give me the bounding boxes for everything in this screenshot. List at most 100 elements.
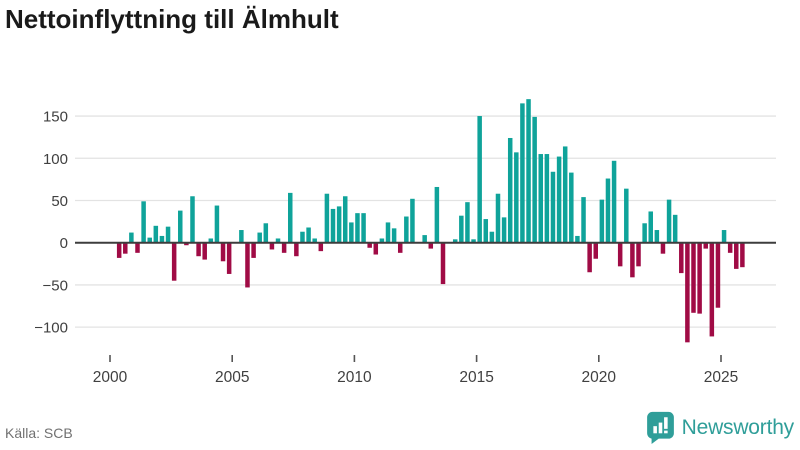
bar-negative — [294, 242, 299, 257]
bar-negative — [251, 242, 256, 258]
bar-positive — [672, 214, 678, 243]
bar-positive — [129, 232, 134, 243]
bar-positive — [556, 156, 562, 243]
y-axis-label: 150 — [43, 109, 68, 126]
bar-positive — [263, 223, 269, 243]
bar-negative — [727, 242, 733, 253]
bar-positive — [526, 99, 531, 243]
bar-negative — [318, 242, 324, 252]
bar-positive — [452, 239, 458, 243]
bar-negative — [123, 242, 128, 254]
bar-positive — [434, 186, 440, 243]
bar-positive — [422, 235, 427, 243]
bar-positive — [569, 172, 574, 243]
bar-negative — [171, 242, 177, 281]
bar-positive — [300, 231, 305, 243]
bar-negative — [593, 242, 598, 259]
bar-positive — [336, 206, 342, 243]
bar-positive — [654, 230, 660, 243]
x-axis-label: 2005 — [215, 369, 249, 386]
bar-positive — [342, 196, 348, 243]
bar-positive — [190, 196, 195, 243]
bar-positive — [410, 198, 415, 243]
bar-positive — [465, 202, 470, 243]
bar-negative — [245, 242, 250, 288]
x-axis-label: 2010 — [337, 369, 372, 386]
bar-positive — [520, 103, 525, 243]
bar-positive — [477, 116, 482, 243]
bar-positive — [507, 137, 513, 243]
bar-positive — [544, 154, 550, 243]
bar-positive — [379, 238, 385, 243]
y-axis-label: 0 — [60, 235, 68, 252]
bar-negative — [709, 242, 715, 337]
bar-positive — [214, 205, 220, 243]
bar-negative — [373, 242, 379, 255]
bar-positive — [355, 213, 360, 243]
bar-negative — [196, 242, 201, 257]
bar-positive — [404, 216, 409, 243]
bar-negative — [367, 242, 372, 248]
bar-positive — [550, 171, 556, 243]
bar-positive — [324, 193, 330, 243]
bar-positive — [605, 178, 611, 243]
y-axis-label: 50 — [51, 193, 68, 210]
bar-positive — [532, 116, 537, 243]
y-axis-label: 100 — [43, 151, 68, 168]
bar-positive — [165, 226, 171, 243]
bar-negative — [697, 242, 702, 314]
bar-positive — [538, 154, 543, 243]
bar-positive — [648, 211, 653, 243]
bar-negative — [220, 242, 226, 262]
x-axis-label: 2000 — [93, 369, 128, 386]
chart-title: Nettoinflyttning till Älmhult — [5, 4, 339, 34]
bar-negative — [226, 242, 232, 274]
newsworthy-icon-exclamation — [663, 417, 668, 429]
bar-negative — [685, 242, 690, 343]
bar-positive — [721, 230, 727, 243]
bar-positive — [349, 222, 354, 243]
bar-negative — [281, 242, 287, 253]
bar-negative — [587, 242, 592, 273]
bar-negative — [135, 242, 140, 253]
newsworthy-icon — [646, 411, 674, 444]
bar-positive — [501, 217, 507, 243]
bar-positive — [599, 199, 605, 243]
bar-positive — [312, 238, 317, 243]
bar-negative — [660, 242, 666, 254]
bar-positive — [361, 213, 366, 243]
bar-positive — [330, 208, 336, 243]
newsworthy-logo: Newsworthy — [646, 411, 794, 444]
bar-negative — [679, 242, 684, 274]
bar-negative — [184, 242, 189, 246]
bar-negative — [740, 242, 745, 268]
bar-positive — [306, 227, 311, 243]
bar-positive — [178, 210, 183, 243]
bar-positive — [141, 201, 146, 243]
x-axis-label: 2025 — [704, 369, 738, 386]
bar-positive — [459, 215, 464, 243]
bar-positive — [495, 193, 501, 243]
bar-positive — [624, 188, 629, 243]
bar-negative — [428, 242, 434, 249]
bar-negative — [397, 242, 403, 253]
bar-negative — [202, 242, 207, 260]
bar-positive — [257, 232, 262, 243]
bar-positive — [489, 231, 495, 243]
bar-negative — [703, 242, 708, 249]
bar-positive — [483, 219, 489, 243]
x-axis-label: 2015 — [459, 369, 493, 386]
bar-positive — [562, 146, 568, 243]
bar-negative — [269, 242, 275, 250]
bar-negative — [715, 242, 721, 308]
y-axis-label: −100 — [34, 320, 68, 337]
source-note: Källa: SCB — [5, 425, 73, 441]
bar-positive — [471, 239, 476, 243]
bar-positive — [239, 230, 244, 243]
newsworthy-icon-bar — [652, 426, 657, 434]
bar-negative — [636, 242, 641, 267]
bar-positive — [159, 235, 165, 243]
x-axis-label: 2020 — [582, 369, 617, 386]
